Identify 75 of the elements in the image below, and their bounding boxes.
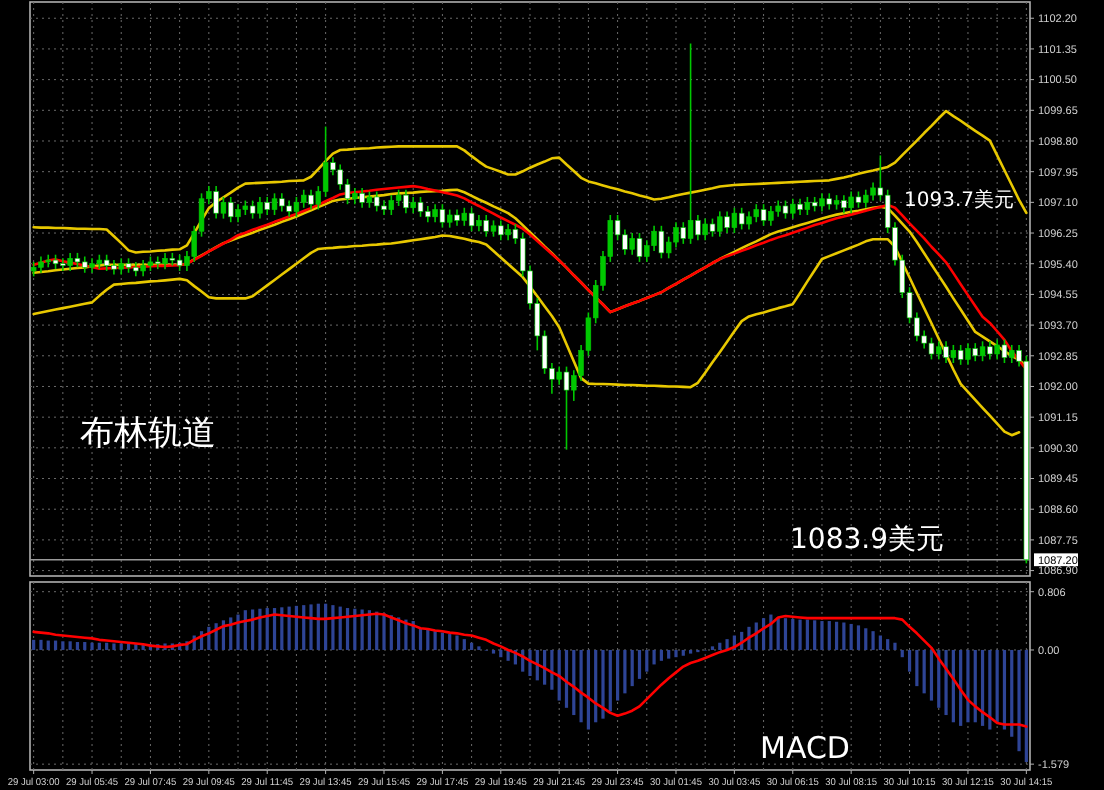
candlestick bbox=[768, 205, 774, 227]
candlestick bbox=[308, 188, 314, 211]
candlestick bbox=[374, 190, 380, 213]
candlestick bbox=[461, 206, 468, 227]
candlestick bbox=[417, 196, 424, 218]
candlestick bbox=[979, 340, 986, 362]
candlestick bbox=[483, 214, 489, 238]
candlestick bbox=[155, 255, 161, 270]
candlestick bbox=[629, 232, 635, 256]
candlestick bbox=[279, 192, 285, 213]
candlestick bbox=[249, 199, 256, 220]
candlestick bbox=[388, 194, 395, 216]
annotation: MACD bbox=[760, 730, 850, 766]
candlestick bbox=[717, 210, 723, 238]
candlestick bbox=[841, 194, 847, 214]
candlestick bbox=[403, 188, 409, 214]
candlestick bbox=[746, 210, 752, 231]
candlestick bbox=[870, 181, 876, 202]
candlestick bbox=[819, 192, 825, 213]
candlestick bbox=[622, 228, 628, 256]
candlestick bbox=[67, 252, 73, 272]
line-series bbox=[32, 612, 1028, 728]
candlestick bbox=[220, 196, 227, 220]
candlestick bbox=[636, 232, 643, 263]
candlestick bbox=[702, 217, 708, 242]
candlestick bbox=[658, 225, 665, 260]
candlestick bbox=[432, 203, 438, 224]
candlestick bbox=[1001, 338, 1008, 364]
candlestick bbox=[695, 214, 701, 242]
candlestick bbox=[928, 336, 935, 361]
candlestick bbox=[293, 196, 300, 218]
candlestick bbox=[264, 196, 270, 216]
candlestick bbox=[439, 203, 446, 229]
candlestick bbox=[673, 221, 679, 249]
candlestick bbox=[863, 188, 869, 209]
candlestick bbox=[271, 192, 278, 216]
candlestick bbox=[760, 203, 767, 227]
candlestick bbox=[724, 210, 730, 234]
candlestick bbox=[731, 206, 738, 234]
candlestick bbox=[804, 196, 811, 216]
candlestick bbox=[498, 219, 504, 242]
candlestick bbox=[257, 196, 263, 220]
candlestick bbox=[790, 197, 796, 220]
annotation: 布林轨道 bbox=[80, 414, 216, 454]
candlestick bbox=[957, 344, 964, 366]
candlestick bbox=[680, 221, 686, 245]
candlestick bbox=[213, 185, 219, 220]
candlestick bbox=[447, 208, 453, 229]
candlestick bbox=[738, 206, 745, 231]
candlestick bbox=[301, 188, 307, 209]
candlestick bbox=[235, 203, 241, 224]
candlestick bbox=[228, 196, 234, 224]
candlestick bbox=[936, 340, 942, 361]
candlestick bbox=[709, 217, 716, 238]
annotation: 1093.7美元 bbox=[904, 188, 1014, 212]
candlestick bbox=[753, 203, 759, 224]
candlestick bbox=[965, 342, 971, 366]
candlestick bbox=[337, 163, 343, 191]
candlestick bbox=[60, 257, 66, 272]
candlestick bbox=[943, 340, 949, 364]
candlestick bbox=[994, 338, 1000, 361]
candlestick bbox=[848, 190, 854, 214]
candlestick bbox=[563, 365, 570, 451]
line-series bbox=[32, 109, 1028, 254]
candlestick bbox=[687, 42, 694, 245]
candlestick bbox=[1009, 344, 1015, 364]
annotation: 1083.9美元 bbox=[790, 524, 944, 556]
candlestick bbox=[556, 365, 562, 386]
candlestick bbox=[322, 125, 329, 198]
candlestick bbox=[782, 199, 789, 220]
candlestick bbox=[468, 206, 475, 233]
candlestick bbox=[950, 344, 957, 364]
candlestick bbox=[972, 342, 978, 362]
candlestick bbox=[987, 340, 993, 361]
candlestick bbox=[359, 187, 365, 209]
